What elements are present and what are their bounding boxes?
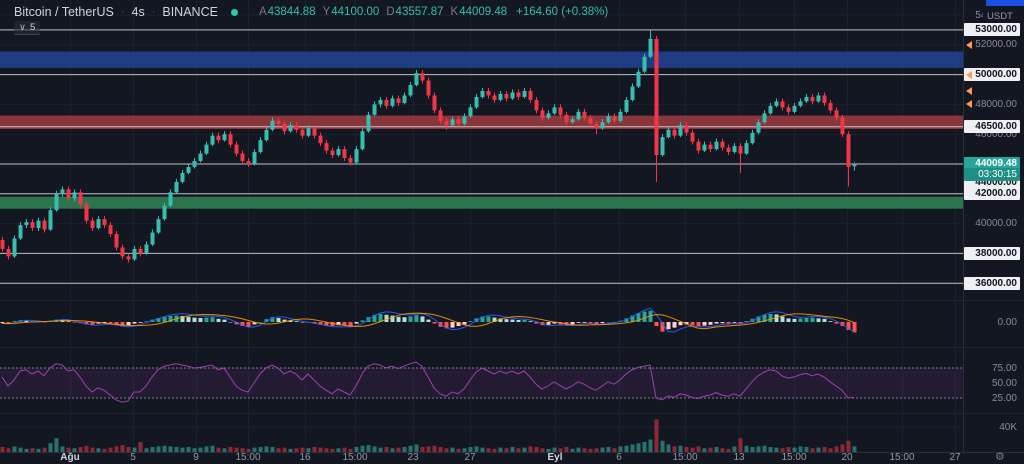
blue-zone-band — [0, 51, 963, 68]
time-label: 15:00 — [342, 452, 368, 463]
alert-arrow-icon[interactable] — [966, 100, 972, 109]
time-label: 15:00 — [889, 452, 915, 463]
countdown-label: 03:30:15 — [964, 168, 1020, 182]
exchange-label[interactable]: BINANCE — [162, 5, 218, 19]
market-status-dot-icon — [230, 8, 238, 16]
alert-arrow-icon[interactable] — [966, 70, 972, 79]
high-label: Y — [322, 6, 331, 18]
legend-separator: · — [151, 6, 156, 18]
time-label: 15:00 — [672, 452, 698, 463]
price-tick-label: 40000.00 — [975, 218, 1017, 230]
stoch-level-label: 25.00 — [991, 392, 1017, 404]
currency-toggle-usdt[interactable]: USDT — [983, 10, 1017, 23]
current-price-label: 44009.48 — [964, 157, 1020, 171]
price-line-label: 36000.00 — [964, 276, 1020, 290]
price-tick-label: 46000.00 — [975, 128, 1017, 140]
time-label: 23 — [407, 452, 419, 463]
indicators-collapse-chip[interactable]: ∨ 5 — [14, 21, 41, 35]
open-value: 43844.88 — [267, 6, 316, 18]
legend: Bitcoin / TetherUS · 4s · BINANCE A43844… — [14, 5, 608, 19]
volume-axis-label: 40K — [999, 421, 1017, 433]
settings-gear-icon[interactable]: ⚙ — [995, 451, 1005, 463]
time-label: 15:00 — [235, 452, 261, 463]
legend-separator: · — [120, 6, 125, 18]
price-change: +164.60 (+0.38%) — [516, 6, 609, 18]
time-label: Eyl — [547, 452, 563, 463]
close-label: K — [450, 6, 459, 18]
price-tick-label: 48000.00 — [975, 98, 1017, 110]
time-label: 15:00 — [781, 452, 807, 463]
chevron-down-icon: ∨ — [19, 22, 26, 33]
time-label: 13 — [733, 452, 745, 463]
price-line-label: 38000.00 — [964, 246, 1020, 260]
time-label: 27 — [949, 452, 961, 463]
time-label: 20 — [841, 452, 853, 463]
time-label: Ağu — [60, 452, 80, 463]
indicators-count: 5 — [29, 22, 36, 33]
interval-label[interactable]: 4s — [131, 5, 145, 19]
symbol-name[interactable]: Bitcoin / TetherUS — [14, 5, 114, 19]
alert-arrow-icon[interactable] — [966, 40, 972, 49]
top-right-tab — [986, 0, 1024, 6]
green-zone-band — [0, 196, 963, 209]
open-label: A — [258, 6, 267, 18]
time-label: 9 — [193, 452, 199, 463]
price-tick-label: 52000.00 — [975, 39, 1017, 51]
price-line-label: 50000.00 — [964, 68, 1020, 82]
price-line-label: 46500.00 — [964, 120, 1020, 134]
time-label: 6 — [616, 452, 622, 463]
stoch-level-label: 75.00 — [991, 362, 1017, 374]
alert-arrow-icon[interactable] — [966, 86, 972, 95]
low-value: 43557.87 — [395, 6, 444, 18]
time-label: 16 — [299, 452, 311, 463]
ohlc-readout: A43844.88 Y44100.00 D43557.87 K44009.48 — [259, 6, 507, 18]
close-value: 44009.48 — [459, 6, 508, 18]
stoch-level-label: 50.00 — [991, 377, 1017, 389]
time-label: 5 — [130, 452, 136, 463]
high-value: 44100.00 — [331, 6, 380, 18]
low-label: D — [386, 6, 395, 18]
macd-zero-label: 0.00 — [997, 316, 1017, 328]
time-label: 27 — [464, 452, 476, 463]
price-line-label: 42000.00 — [964, 187, 1020, 201]
price-line-label: 53000.00 — [964, 23, 1020, 37]
red-zone-band — [0, 115, 963, 129]
